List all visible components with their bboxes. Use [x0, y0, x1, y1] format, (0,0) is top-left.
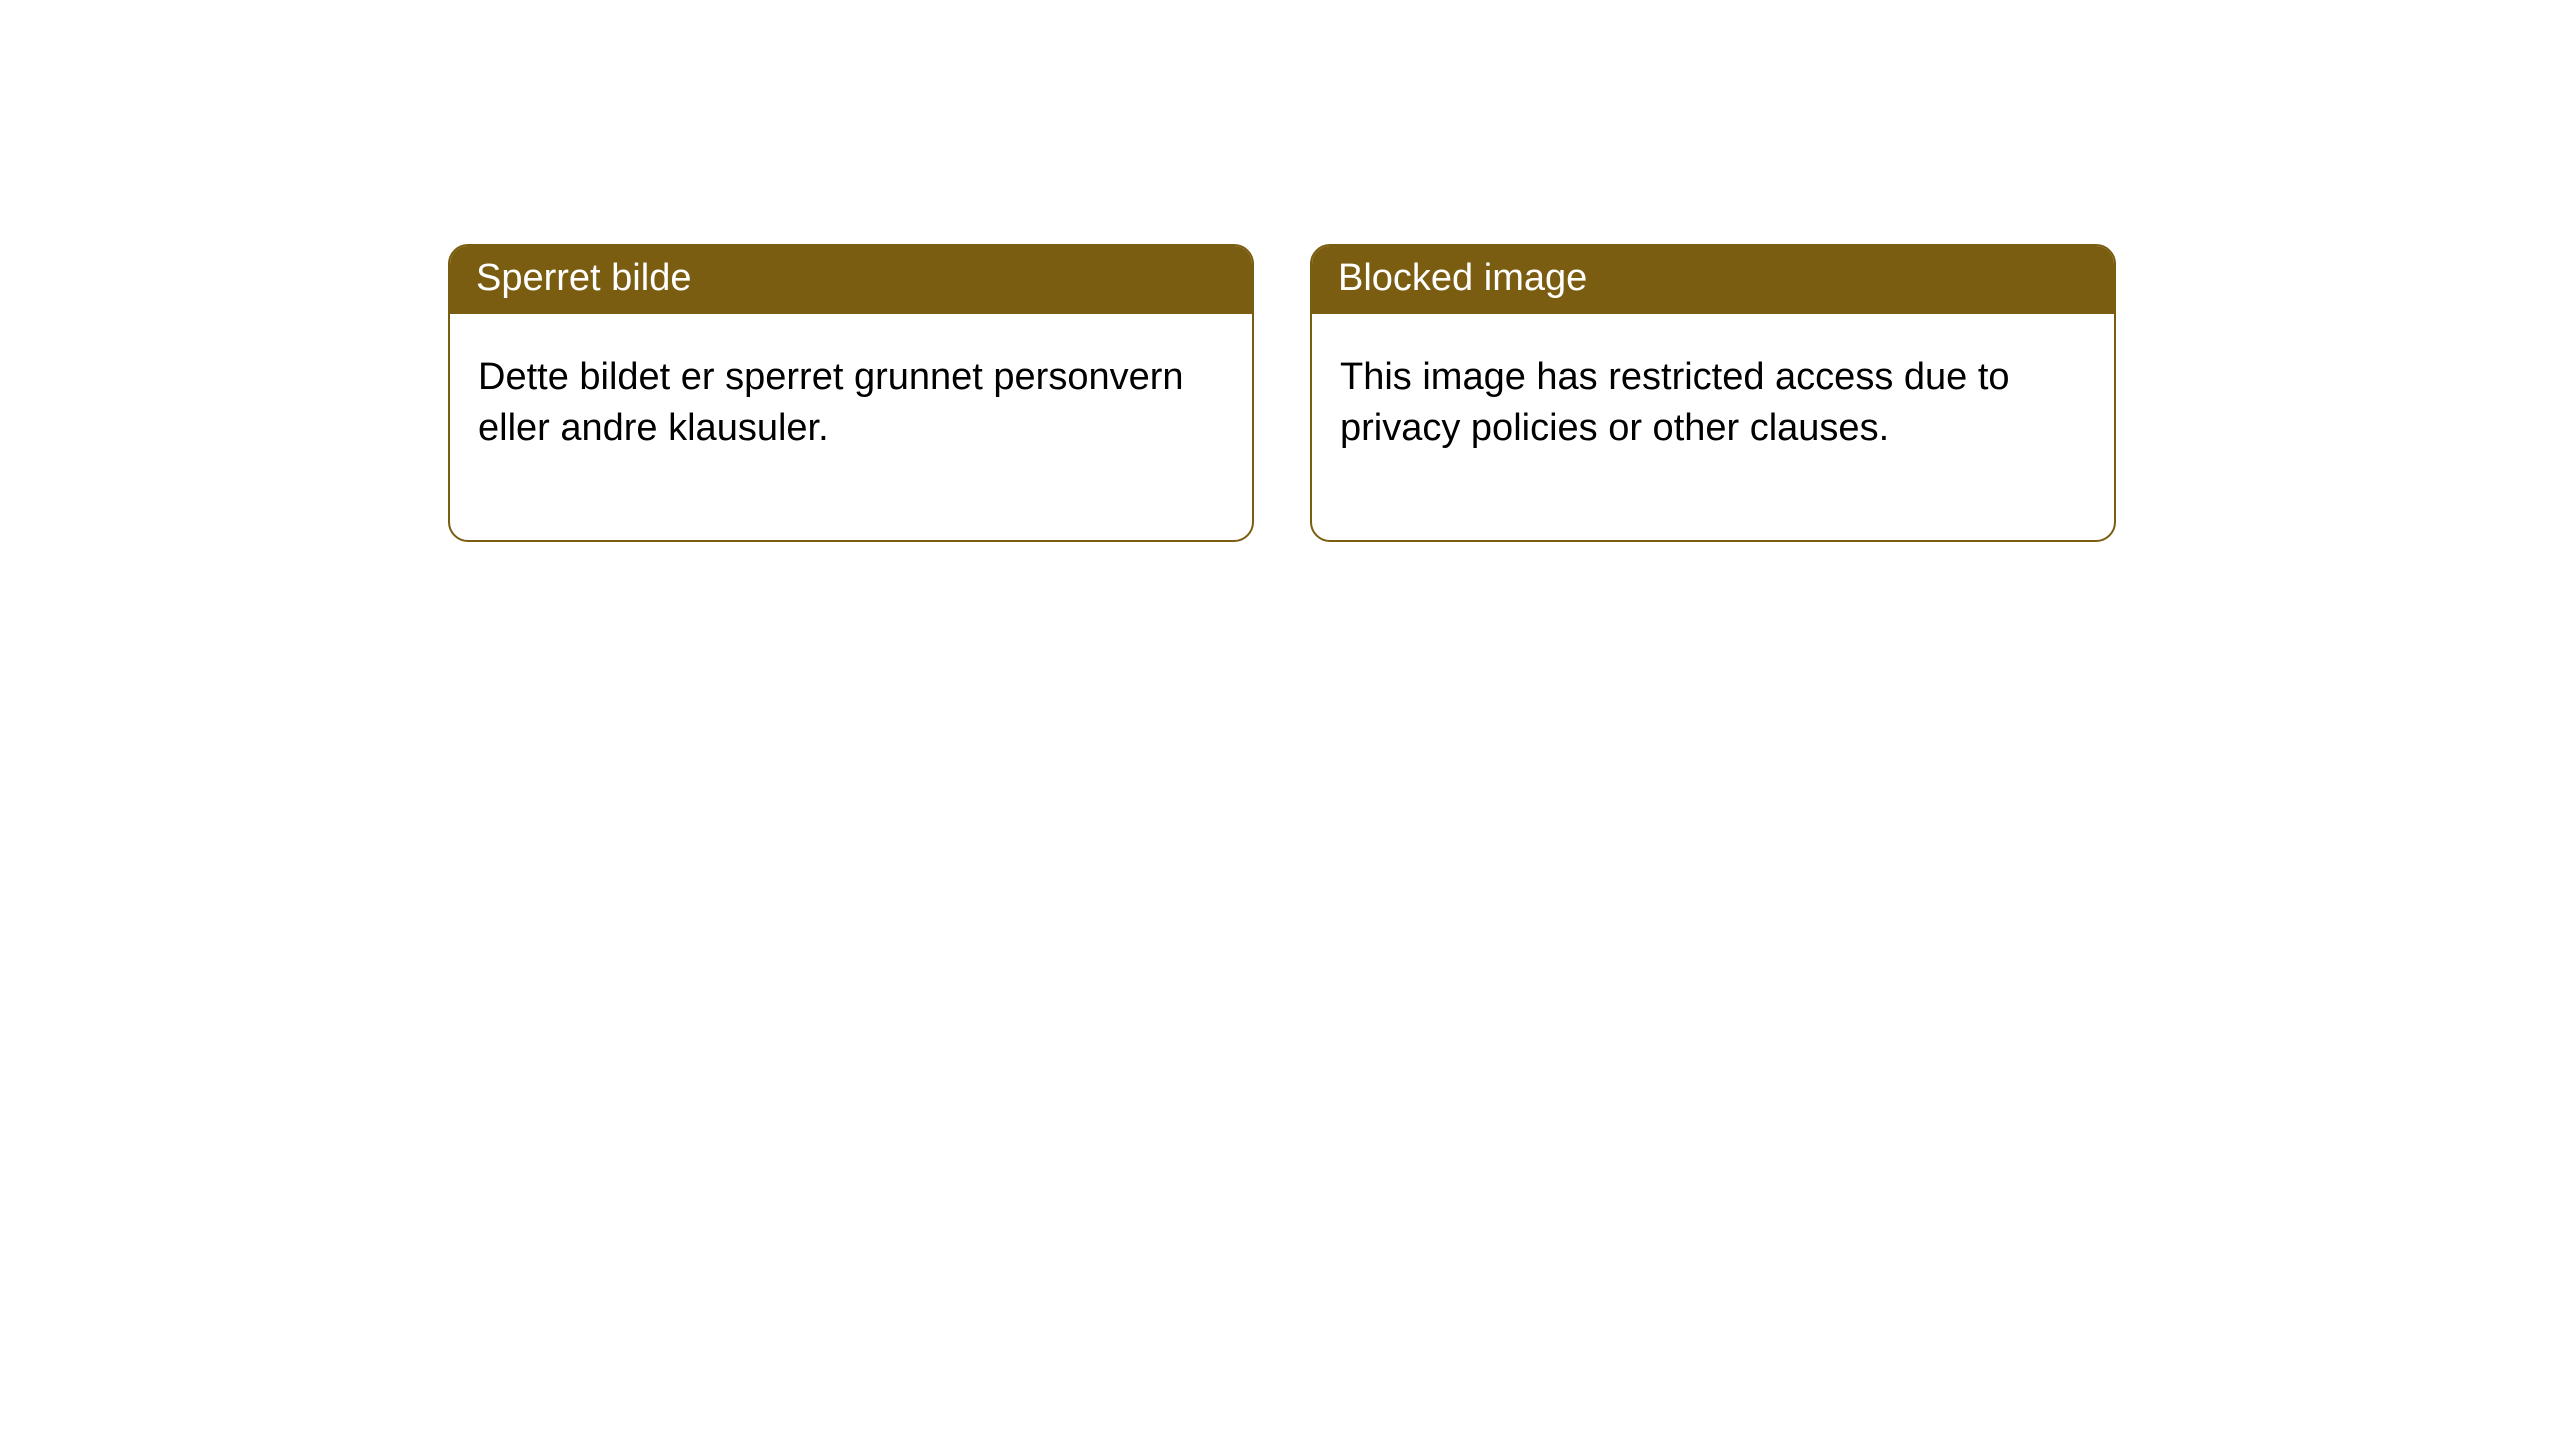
card-title: Sperret bilde [450, 246, 1252, 314]
blocked-image-card-en: Blocked image This image has restricted … [1310, 244, 2116, 542]
notice-container: Sperret bilde Dette bildet er sperret gr… [0, 0, 2560, 542]
blocked-image-card-no: Sperret bilde Dette bildet er sperret gr… [448, 244, 1254, 542]
card-title: Blocked image [1312, 246, 2114, 314]
card-body-text: Dette bildet er sperret grunnet personve… [450, 314, 1252, 541]
card-body-text: This image has restricted access due to … [1312, 314, 2114, 541]
